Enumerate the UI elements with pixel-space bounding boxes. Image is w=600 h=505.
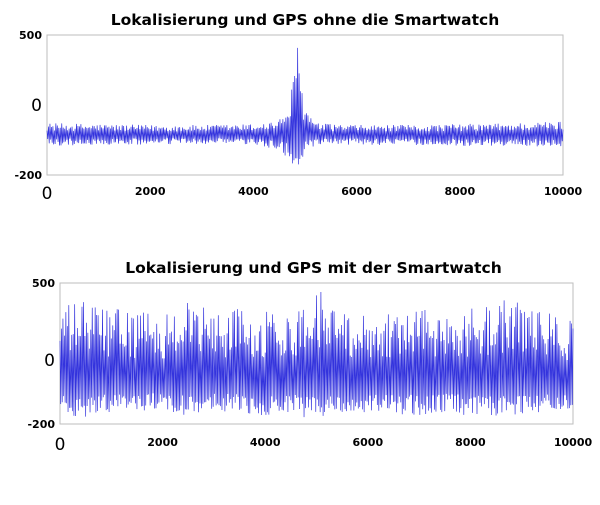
y-tick-label: 500 — [19, 29, 42, 42]
x-tick-label: 6000 — [352, 436, 383, 449]
x-tick-label: 8000 — [444, 185, 475, 198]
x-tick-label: 0 — [55, 435, 66, 455]
x-tick-label: 4000 — [250, 436, 281, 449]
chart-2: Lokalisierung und GPS mit der Smartwatch… — [27, 259, 592, 455]
y-tick-label: 500 — [32, 277, 55, 290]
plot-frame — [46, 34, 564, 176]
signal-line — [46, 47, 564, 165]
x-tick-label: 6000 — [341, 185, 372, 198]
signal-line — [59, 292, 574, 418]
chart-title: Lokalisierung und GPS ohne die Smartwatc… — [111, 11, 500, 29]
y-tick-label: 0 — [31, 96, 42, 116]
x-tick-label: 10000 — [544, 185, 583, 198]
x-tick-label: 8000 — [455, 436, 486, 449]
x-tick-label: 2000 — [135, 185, 166, 198]
x-tick-label: 2000 — [147, 436, 178, 449]
chart-title: Lokalisierung und GPS mit der Smartwatch — [125, 259, 502, 277]
x-tick-label: 4000 — [238, 185, 269, 198]
y-tick-label: -200 — [14, 169, 42, 182]
y-tick-label: 0 — [44, 351, 55, 371]
chart-1: Lokalisierung und GPS ohne die Smartwatc… — [14, 11, 582, 204]
y-tick-label: -200 — [27, 418, 55, 431]
x-tick-label: 0 — [42, 184, 53, 204]
x-tick-label: 10000 — [554, 436, 593, 449]
